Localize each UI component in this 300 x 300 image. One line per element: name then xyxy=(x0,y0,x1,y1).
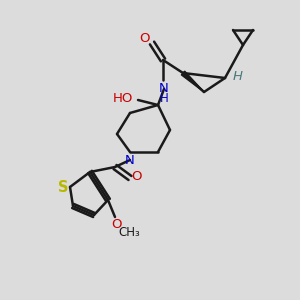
Text: HO: HO xyxy=(112,92,133,104)
Text: N: N xyxy=(125,154,135,166)
Text: CH₃: CH₃ xyxy=(118,226,140,239)
Text: O: O xyxy=(112,218,122,232)
Text: O: O xyxy=(132,169,142,182)
Text: H: H xyxy=(233,70,243,83)
Text: N: N xyxy=(159,82,169,95)
Text: O: O xyxy=(140,32,150,44)
Polygon shape xyxy=(181,71,204,92)
Text: H: H xyxy=(160,92,168,104)
Text: S: S xyxy=(58,181,68,196)
